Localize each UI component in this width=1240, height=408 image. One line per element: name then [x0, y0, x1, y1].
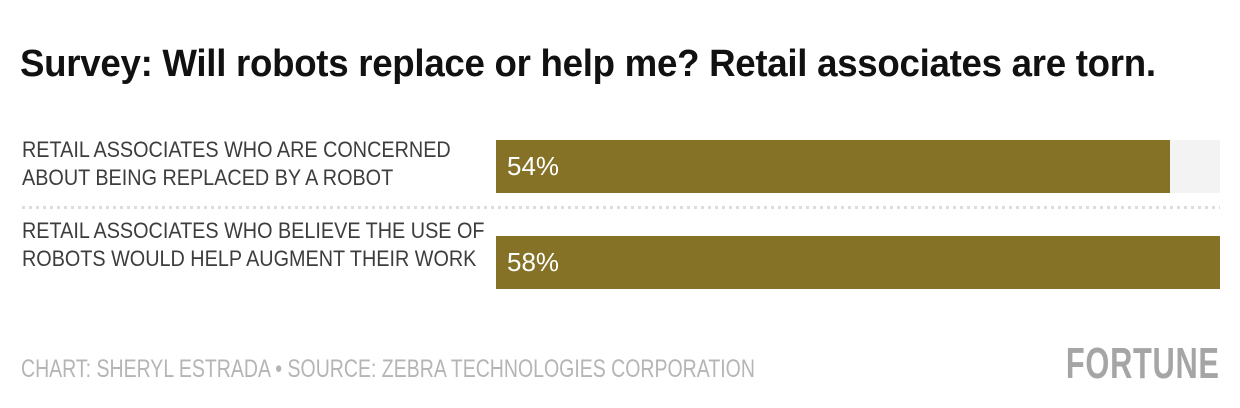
bar-track: 58%: [496, 236, 1220, 289]
bar: 54%: [496, 140, 1171, 193]
chart-title: Survey: Will robots replace or help me? …: [20, 43, 1156, 86]
bar-category-label: RETAIL ASSOCIATES WHO BELIEVE THE USE OF…: [22, 218, 485, 271]
bar-track: 54%: [496, 140, 1220, 193]
bar-value-label: 58%: [507, 247, 560, 277]
row-divider: [22, 206, 1220, 209]
bar-category-label: RETAIL ASSOCIATES WHO ARE CONCERNED ABOU…: [22, 137, 451, 190]
credit-line: CHART: SHERYL ESTRADA • SOURCE: ZEBRA TE…: [21, 355, 755, 383]
fortune-logo: FORTUNE: [1066, 339, 1220, 388]
bar-value-label: 54%: [507, 151, 560, 181]
bar: 58%: [496, 236, 1220, 289]
